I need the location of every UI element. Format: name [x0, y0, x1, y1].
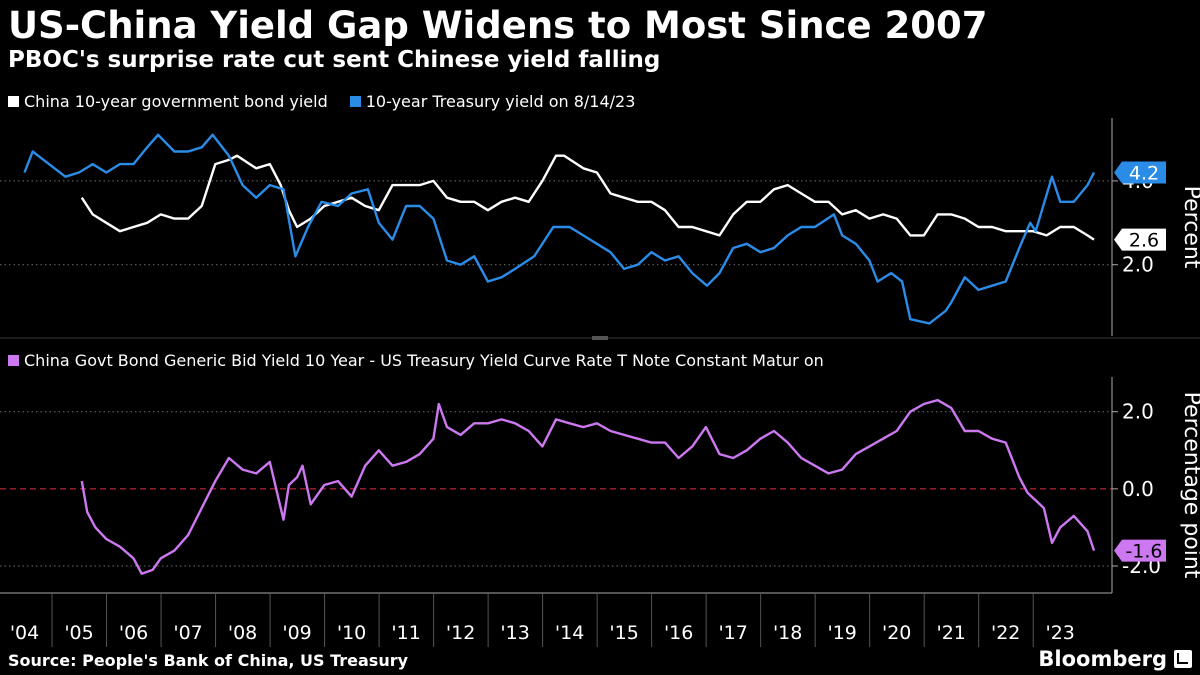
- end-tag-label-top-1: 2.6: [1129, 230, 1159, 252]
- xtick-label-2: '06: [119, 622, 148, 644]
- end-tag-top-1: [1114, 228, 1166, 251]
- ytick-label-top-0: 2.0: [1122, 253, 1154, 277]
- legend-item-treasury: 10-year Treasury yield on 8/14/23: [349, 92, 636, 111]
- legend-bottom: China Govt Bond Generic Bid Yield 10 Yea…: [8, 351, 846, 370]
- xtick-label-16: '20: [882, 622, 911, 644]
- xtick-label-13: '17: [718, 622, 747, 644]
- source-note: Source: People's Bank of China, US Treas…: [8, 651, 409, 670]
- legend-item-china: China 10-year government bond yield: [8, 92, 328, 111]
- xtick-label-8: '12: [446, 622, 475, 644]
- xtick-label-9: '13: [500, 622, 529, 644]
- legend-label-china: China 10-year government bond yield: [24, 92, 328, 111]
- xtick-label-6: '10: [337, 622, 366, 644]
- ytick-label-bottom-0: 2.0: [1122, 400, 1154, 424]
- end-tag-label-top-0: 4.2: [1129, 163, 1159, 185]
- series-line-top-0: [80, 154, 1095, 241]
- legend-swatch-spread: [8, 355, 19, 366]
- series-line-bottom-0: [80, 398, 1096, 575]
- x-axis: '04 '05 '06 '07 '08 '09 '10 '11 '12 '13 '14 '15 '16 '…: [0, 592, 1112, 647]
- legend-swatch-china: [8, 96, 19, 107]
- xtick-label-18: '22: [991, 622, 1020, 644]
- series-line-top-1: [23, 133, 1096, 325]
- y-axis-title-bottom: Percentage point: [1179, 392, 1200, 579]
- legend-label-spread: China Govt Bond Generic Bid Yield 10 Yea…: [24, 351, 824, 370]
- legend-swatch-treasury: [349, 96, 361, 107]
- xtick-label-19: '23: [1046, 622, 1075, 644]
- ytick-label-bottom-1: 0.0: [1122, 477, 1154, 501]
- end-tag-label-bottom-0: -1.6: [1125, 541, 1162, 563]
- legend-item-spread: China Govt Bond Generic Bid Yield 10 Yea…: [8, 351, 824, 370]
- legend-top: China 10-year government bond yield 10-y…: [8, 92, 657, 111]
- xtick-label-14: '18: [773, 622, 802, 644]
- xtick-label-4: '08: [228, 622, 257, 644]
- end-tag-top-0: [1114, 161, 1166, 184]
- y-axis-title-top: Percent: [1179, 186, 1200, 269]
- xtick-label-0: '04: [10, 622, 39, 644]
- xtick-label-12: '16: [664, 622, 693, 644]
- legend-label-treasury: 10-year Treasury yield on 8/14/23: [365, 92, 636, 111]
- chart-title: US-China Yield Gap Widens to Most Since …: [8, 4, 988, 47]
- xtick-label-11: '15: [609, 622, 638, 644]
- xtick-label-5: '09: [282, 622, 311, 644]
- bloomberg-terminal-icon: [1174, 650, 1192, 668]
- brand-logo: Bloomberg: [1038, 647, 1167, 671]
- chart-subtitle: PBOC's surprise rate cut sent Chinese yi…: [8, 47, 661, 73]
- xtick-label-7: '11: [391, 622, 420, 644]
- xtick-label-3: '07: [173, 622, 202, 644]
- xtick-label-15: '19: [827, 622, 856, 644]
- xtick-label-10: '14: [555, 622, 584, 644]
- xtick-label-17: '21: [936, 622, 965, 644]
- xtick-label-1: '05: [64, 622, 93, 644]
- panel-resize-handle: [592, 336, 608, 340]
- end-tag-bottom-0: [1114, 539, 1166, 562]
